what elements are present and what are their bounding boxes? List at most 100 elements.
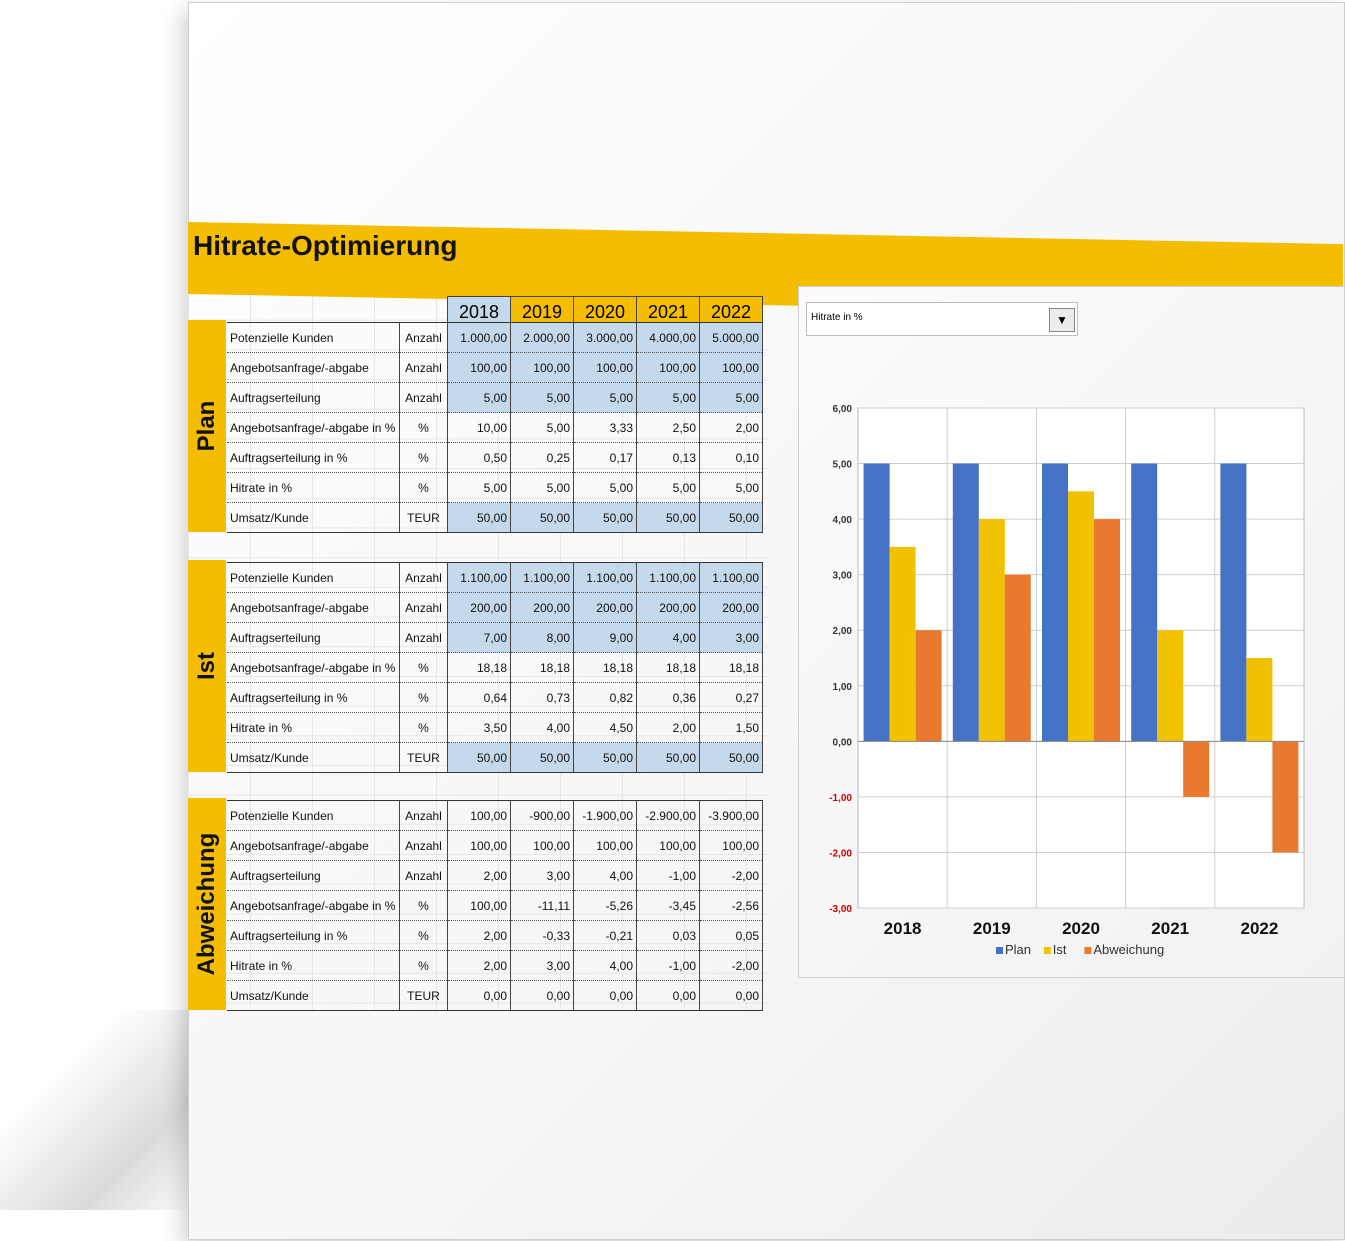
value-cell[interactable]: 2,00	[447, 920, 511, 951]
value-cell[interactable]: 5,00	[510, 382, 574, 413]
value-cell[interactable]: -3.900,00	[699, 800, 763, 831]
value-cell[interactable]: 1.000,00	[447, 322, 511, 353]
value-cell[interactable]: 2,50	[636, 412, 700, 443]
row-unit[interactable]: Anzahl	[399, 622, 448, 653]
value-cell[interactable]: 5,00	[699, 382, 763, 413]
value-cell[interactable]: 100,00	[573, 352, 637, 383]
row-unit[interactable]: Anzahl	[399, 562, 448, 593]
value-cell[interactable]: 3,00	[510, 860, 574, 891]
value-cell[interactable]: 3,33	[573, 412, 637, 443]
row-label[interactable]: Angebotsanfrage/-abgabe in %	[227, 412, 400, 443]
value-cell[interactable]: -0,33	[510, 920, 574, 951]
value-cell[interactable]: 5,00	[573, 382, 637, 413]
value-cell[interactable]: 4,00	[636, 622, 700, 653]
value-cell[interactable]: -2.900,00	[636, 800, 700, 831]
value-cell[interactable]: 18,18	[636, 652, 700, 683]
value-cell[interactable]: 100,00	[510, 830, 574, 861]
value-cell[interactable]: -1,00	[636, 950, 700, 981]
value-cell[interactable]: -5,26	[573, 890, 637, 921]
value-cell[interactable]: 0,00	[510, 980, 574, 1011]
value-cell[interactable]: 1,50	[699, 712, 763, 743]
row-label[interactable]: Potenzielle Kunden	[227, 562, 400, 593]
value-cell[interactable]: 0,25	[510, 442, 574, 473]
value-cell[interactable]: 50,00	[573, 502, 637, 533]
row-unit[interactable]: %	[399, 890, 448, 921]
value-cell[interactable]: 1.100,00	[573, 562, 637, 593]
row-label[interactable]: Angebotsanfrage/-abgabe	[227, 352, 400, 383]
row-label[interactable]: Auftragserteilung in %	[227, 682, 400, 713]
value-cell[interactable]: 0,00	[447, 980, 511, 1011]
row-unit[interactable]: %	[399, 712, 448, 743]
value-cell[interactable]: 1.100,00	[636, 562, 700, 593]
row-unit[interactable]: TEUR	[399, 502, 448, 533]
row-unit[interactable]: %	[399, 950, 448, 981]
value-cell[interactable]: 100,00	[636, 830, 700, 861]
value-cell[interactable]: -0,21	[573, 920, 637, 951]
value-cell[interactable]: 50,00	[447, 502, 511, 533]
value-cell[interactable]: 7,00	[447, 622, 511, 653]
row-label[interactable]: Auftragserteilung	[227, 860, 400, 891]
row-unit[interactable]: %	[399, 652, 448, 683]
row-unit[interactable]: Anzahl	[399, 860, 448, 891]
value-cell[interactable]: 5,00	[636, 382, 700, 413]
value-cell[interactable]: 50,00	[699, 742, 763, 773]
value-cell[interactable]: 0,10	[699, 442, 763, 473]
value-cell[interactable]: 4,00	[573, 950, 637, 981]
value-cell[interactable]: -2,56	[699, 890, 763, 921]
row-label[interactable]: Angebotsanfrage/-abgabe in %	[227, 890, 400, 921]
value-cell[interactable]: 0,17	[573, 442, 637, 473]
row-label[interactable]: Auftragserteilung in %	[227, 442, 400, 473]
value-cell[interactable]: 0,00	[573, 980, 637, 1011]
value-cell[interactable]: 8,00	[510, 622, 574, 653]
value-cell[interactable]: 0,03	[636, 920, 700, 951]
value-cell[interactable]: 100,00	[636, 352, 700, 383]
value-cell[interactable]: 2,00	[636, 712, 700, 743]
row-label[interactable]: Potenzielle Kunden	[227, 322, 400, 353]
value-cell[interactable]: 0,64	[447, 682, 511, 713]
value-cell[interactable]: -3,45	[636, 890, 700, 921]
value-cell[interactable]: 5,00	[699, 472, 763, 503]
value-cell[interactable]: 18,18	[573, 652, 637, 683]
value-cell[interactable]: 4.000,00	[636, 322, 700, 353]
value-cell[interactable]: 0,27	[699, 682, 763, 713]
value-cell[interactable]: 50,00	[636, 502, 700, 533]
row-label[interactable]: Angebotsanfrage/-abgabe	[227, 592, 400, 623]
row-unit[interactable]: Anzahl	[399, 322, 448, 353]
value-cell[interactable]: 100,00	[699, 352, 763, 383]
row-unit[interactable]: Anzahl	[399, 800, 448, 831]
row-label[interactable]: Auftragserteilung in %	[227, 920, 400, 951]
value-cell[interactable]: 0,36	[636, 682, 700, 713]
value-cell[interactable]: 0,50	[447, 442, 511, 473]
value-cell[interactable]: 1.100,00	[699, 562, 763, 593]
value-cell[interactable]: 4,00	[510, 712, 574, 743]
value-cell[interactable]: 1.100,00	[447, 562, 511, 593]
value-cell[interactable]: 100,00	[447, 830, 511, 861]
value-cell[interactable]: -1.900,00	[573, 800, 637, 831]
value-cell[interactable]: 5.000,00	[699, 322, 763, 353]
row-label[interactable]: Angebotsanfrage/-abgabe in %	[227, 652, 400, 683]
value-cell[interactable]: 200,00	[636, 592, 700, 623]
value-cell[interactable]: 3,00	[699, 622, 763, 653]
value-cell[interactable]: -1,00	[636, 860, 700, 891]
value-cell[interactable]: 10,00	[447, 412, 511, 443]
row-label[interactable]: Angebotsanfrage/-abgabe	[227, 830, 400, 861]
value-cell[interactable]: 5,00	[447, 382, 511, 413]
value-cell[interactable]: 2,00	[447, 950, 511, 981]
metric-dropdown[interactable]: Hitrate in % ▼	[806, 302, 1078, 336]
value-cell[interactable]: 50,00	[573, 742, 637, 773]
row-unit[interactable]: %	[399, 442, 448, 473]
value-cell[interactable]: 50,00	[510, 742, 574, 773]
value-cell[interactable]: 18,18	[510, 652, 574, 683]
value-cell[interactable]: 3.000,00	[573, 322, 637, 353]
value-cell[interactable]: 50,00	[447, 742, 511, 773]
row-label[interactable]: Umsatz/Kunde	[227, 502, 400, 533]
value-cell[interactable]: 18,18	[447, 652, 511, 683]
row-label[interactable]: Hitrate in %	[227, 950, 400, 981]
value-cell[interactable]: 100,00	[447, 800, 511, 831]
value-cell[interactable]: 5,00	[636, 472, 700, 503]
value-cell[interactable]: 100,00	[699, 830, 763, 861]
value-cell[interactable]: 200,00	[699, 592, 763, 623]
value-cell[interactable]: 4,50	[573, 712, 637, 743]
value-cell[interactable]: 0,13	[636, 442, 700, 473]
value-cell[interactable]: -11,11	[510, 890, 574, 921]
